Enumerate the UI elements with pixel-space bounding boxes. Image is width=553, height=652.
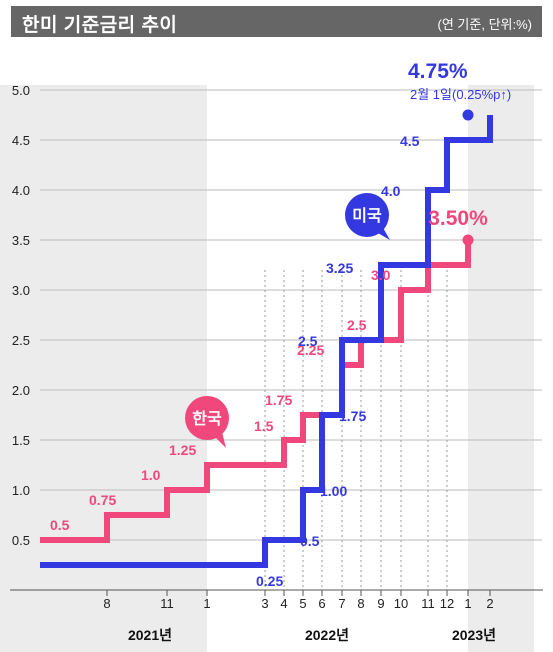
us-step-label: 0.25 — [256, 573, 283, 589]
us-step-label: 0.5 — [300, 533, 320, 549]
x-tick-label: 12 — [440, 596, 454, 611]
y-tick-label: 3.0 — [12, 283, 30, 298]
x-tick-label: 8 — [357, 596, 364, 611]
year-label: 2022년 — [305, 627, 349, 643]
x-tick-label: 9 — [377, 596, 384, 611]
x-tick-label: 8 — [103, 596, 110, 611]
year-shade — [0, 85, 207, 652]
korea-step-label: 0.75 — [89, 492, 116, 508]
korea-step-label: 0.5 — [50, 517, 70, 533]
chart-title: 한미 기준금리 추이 — [22, 15, 178, 36]
korea-step-label: 1.0 — [141, 467, 161, 483]
y-tick-label: 4.5 — [12, 133, 30, 148]
year-label: 2023년 — [452, 627, 496, 643]
y-tick-label: 2.0 — [12, 383, 30, 398]
x-tick-label: 1 — [203, 596, 210, 611]
us-step-label: 2.5 — [298, 333, 318, 349]
us-final-label: 4.75% — [408, 60, 468, 83]
x-tick-label: 1 — [464, 596, 471, 611]
x-tick-label: 3 — [261, 596, 268, 611]
us-bubble-tail — [376, 226, 390, 240]
us-step-label: 4.0 — [381, 183, 401, 199]
x-tick-label: 11 — [421, 596, 435, 611]
y-tick-label: 0.5 — [12, 533, 30, 548]
x-tick-label: 5 — [299, 596, 306, 611]
x-tick-label: 11 — [160, 596, 174, 611]
x-tick-label: 6 — [318, 596, 325, 611]
y-tick-label: 1.5 — [12, 433, 30, 448]
year-label: 2021년 — [128, 627, 172, 643]
us-step-label: 4.5 — [400, 133, 420, 149]
us-bubble — [345, 193, 389, 237]
x-tick-label: 2 — [486, 596, 493, 611]
x-tick-label: 7 — [338, 596, 345, 611]
y-tick-label: 1.0 — [12, 483, 30, 498]
korea-rate-line — [40, 240, 471, 543]
year-shade — [468, 85, 534, 652]
korea-step-label: 2.5 — [347, 317, 367, 333]
korea-step-label: 1.75 — [265, 392, 292, 408]
korea-step-label: 1.25 — [169, 442, 196, 458]
korea-final-label: 3.50% — [428, 207, 488, 230]
us-step-label: 1.75 — [339, 408, 366, 424]
korea-step-label: 2.25 — [297, 342, 324, 358]
us-rate-line — [40, 115, 493, 568]
title-bar: 한미 기준금리 추이 (연 기준, 단위:%) — [11, 6, 542, 37]
korea-bubble-tail — [214, 432, 226, 448]
korea-bubble-label: 한국 — [192, 409, 222, 428]
x-tick-label: 4 — [280, 596, 287, 611]
korea-end-marker — [462, 234, 474, 246]
korea-step-label: 3.0 — [371, 267, 391, 283]
x-tick-label: 10 — [394, 596, 408, 611]
unit-note: (연 기준, 단위:%) — [437, 17, 532, 32]
us-bubble-label: 미국 — [352, 207, 382, 225]
y-tick-label: 2.5 — [12, 333, 30, 348]
us-final-note: 2월 1일(0.25%p↑) — [410, 87, 511, 102]
us-end-marker — [462, 109, 474, 121]
us-step-label: 3.25 — [326, 260, 353, 276]
korea-step-label: 1.5 — [254, 418, 274, 434]
y-tick-label: 3.5 — [12, 233, 30, 248]
us-step-label: 1.00 — [320, 483, 347, 499]
y-tick-label: 5.0 — [12, 83, 30, 98]
y-tick-label: 4.0 — [12, 183, 30, 198]
korea-bubble — [185, 396, 229, 440]
